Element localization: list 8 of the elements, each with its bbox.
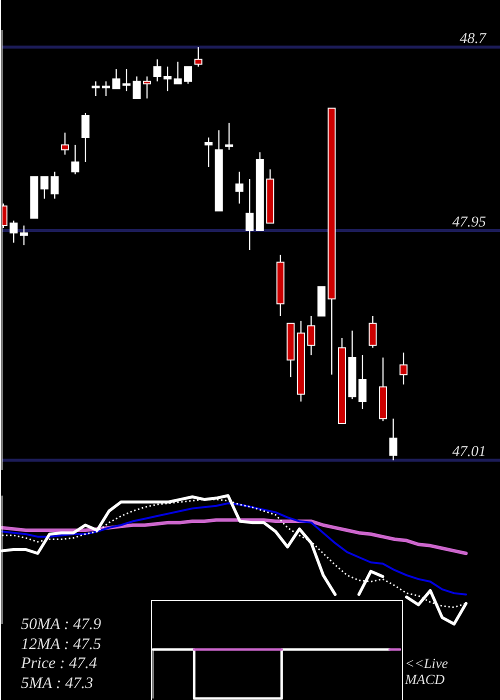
y-tick-label: 47.01 [452, 444, 486, 460]
text: 12MA : 47.5 [21, 634, 102, 654]
y-tick-label: 48.7 [460, 31, 488, 48]
y-tick-label: 47.95 [452, 214, 486, 230]
text: <<Live MACD [405, 657, 449, 688]
text: Price : 47.4 [21, 654, 98, 674]
text: 5MA : 47.3 [21, 674, 94, 693]
annotation: 50MA : 47.9 [21, 615, 102, 634]
